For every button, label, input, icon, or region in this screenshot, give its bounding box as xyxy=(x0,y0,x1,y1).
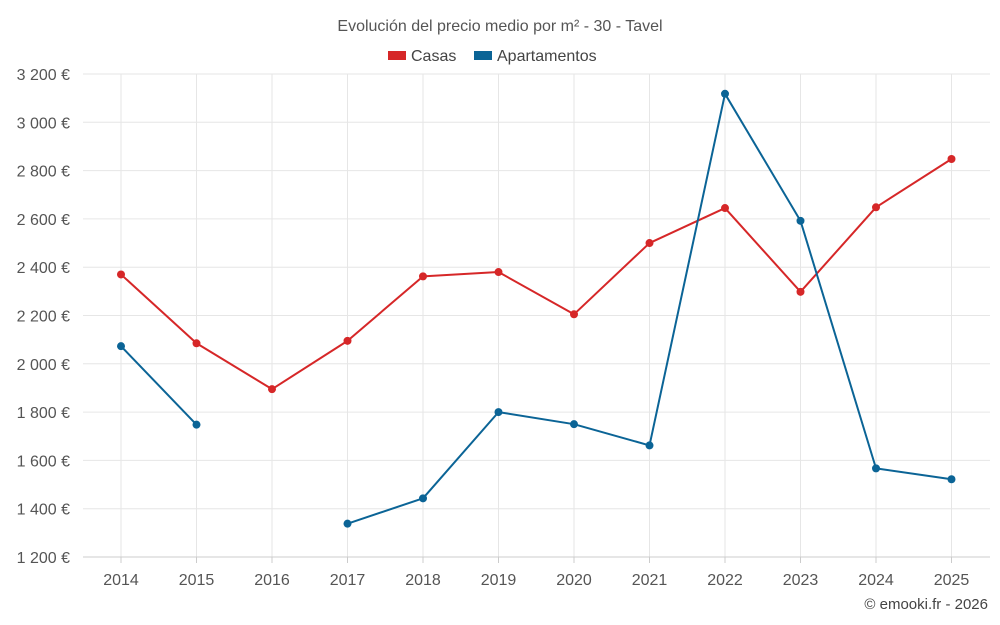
y-tick-label: 3 000 € xyxy=(17,115,70,132)
legend-label-casas: Casas xyxy=(411,48,456,65)
legend-item-casas[interactable]: Casas xyxy=(388,48,456,65)
x-tick-label: 2024 xyxy=(858,572,894,589)
data-point-apartamentos[interactable] xyxy=(570,420,578,429)
data-point-casas[interactable] xyxy=(419,272,427,281)
data-point-casas[interactable] xyxy=(872,203,880,212)
axes: 1 200 € 1 400 € 1 600 € 1 800 € 2 000 € 2 200… xyxy=(17,67,990,589)
x-tick-label: 2016 xyxy=(254,572,290,589)
series xyxy=(117,89,956,528)
series-line-apartamentos xyxy=(120,345,198,426)
x-tick-label: 2014 xyxy=(103,572,139,589)
chart-title: Evolución del precio medio por m² - 30 -… xyxy=(337,18,662,35)
data-point-apartamentos[interactable] xyxy=(419,494,427,503)
data-point-apartamentos[interactable] xyxy=(117,342,125,351)
data-point-casas[interactable] xyxy=(796,287,805,296)
data-point-casas[interactable] xyxy=(721,204,729,213)
data-point-apartamentos[interactable] xyxy=(494,408,503,417)
legend: Casas Apartamentos xyxy=(388,48,597,65)
data-point-casas[interactable] xyxy=(947,155,956,164)
x-tick-label: 2021 xyxy=(632,572,668,589)
data-point-casas[interactable] xyxy=(192,339,201,348)
x-tick-label: 2017 xyxy=(330,572,366,589)
y-tick-label: 1 600 € xyxy=(17,453,70,470)
y-tick-label: 3 200 € xyxy=(17,67,70,84)
data-point-casas[interactable] xyxy=(268,385,276,394)
x-tick-label: 2020 xyxy=(556,572,592,589)
y-tick-label: 2 400 € xyxy=(17,260,70,277)
series-line-casas xyxy=(120,158,953,391)
x-tick-label: 2022 xyxy=(707,572,743,589)
data-point-apartamentos[interactable] xyxy=(721,89,729,98)
y-tick-label: 1 200 € xyxy=(17,550,70,567)
x-tick-label: 2023 xyxy=(783,572,819,589)
x-tick-label: 2018 xyxy=(405,572,441,589)
credit-text: © emooki.fr - 2026 xyxy=(864,596,988,613)
data-point-apartamentos[interactable] xyxy=(796,216,805,225)
data-point-apartamentos[interactable] xyxy=(947,475,956,484)
y-tick-label: 1 800 € xyxy=(17,405,70,422)
data-point-apartamentos[interactable] xyxy=(343,519,352,528)
y-tick-label: 2 000 € xyxy=(17,357,70,374)
legend-swatch-casas xyxy=(388,51,406,60)
y-tick-label: 1 400 € xyxy=(17,502,70,519)
data-point-casas[interactable] xyxy=(570,310,578,319)
grid xyxy=(83,73,990,558)
data-point-casas[interactable] xyxy=(343,336,352,345)
data-point-casas[interactable] xyxy=(494,268,503,277)
y-tick-label: 2 800 € xyxy=(17,164,70,181)
legend-label-apartamentos: Apartamentos xyxy=(497,48,597,65)
y-tick-label: 2 600 € xyxy=(17,212,70,229)
data-point-casas[interactable] xyxy=(645,239,654,248)
legend-item-apartamentos[interactable]: Apartamentos xyxy=(474,48,597,65)
x-tick-label: 2019 xyxy=(481,572,517,589)
series-apartamentos xyxy=(117,89,956,528)
data-point-apartamentos[interactable] xyxy=(872,464,880,473)
series-casas xyxy=(117,155,956,394)
x-tick-label: 2025 xyxy=(934,572,970,589)
x-tick-label: 2015 xyxy=(179,572,215,589)
data-point-apartamentos[interactable] xyxy=(645,441,654,450)
legend-swatch-apartamentos xyxy=(474,51,492,60)
y-tick-label: 2 200 € xyxy=(17,309,70,326)
data-point-apartamentos[interactable] xyxy=(192,420,201,429)
data-point-casas[interactable] xyxy=(117,270,125,279)
